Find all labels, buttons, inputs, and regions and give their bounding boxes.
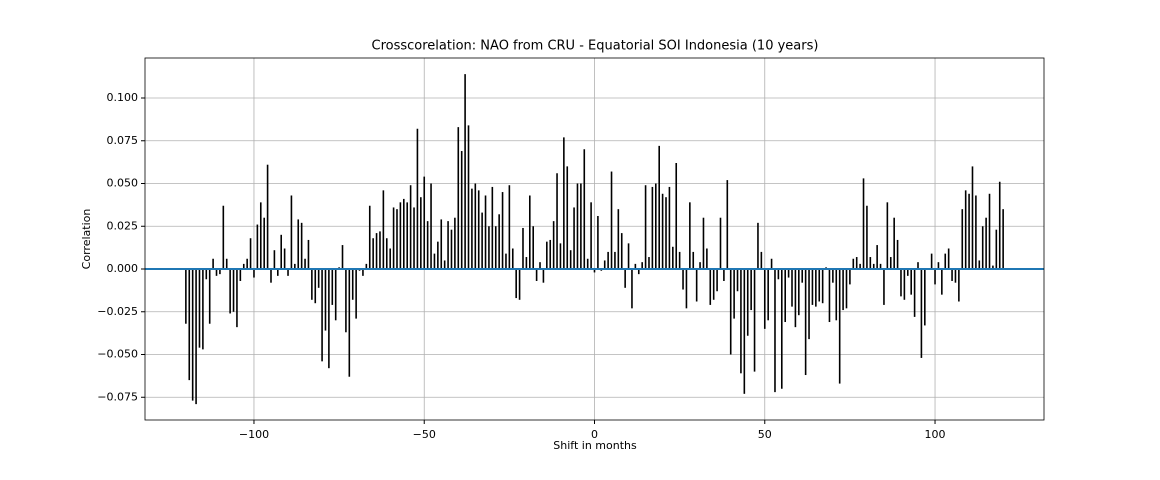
chart-title: Crosscorelation: NAO from CRU - Equatori…: [372, 39, 819, 54]
y-tick-label: 0.000: [107, 262, 139, 275]
y-tick-label: −0.075: [97, 390, 138, 403]
y-tick-label: 0.075: [107, 134, 139, 147]
x-tick-label: 100: [925, 428, 946, 441]
plot-frame: [144, 57, 1045, 421]
y-tick-label: −0.025: [97, 305, 138, 318]
x-tick-label: −100: [239, 428, 269, 441]
y-tick-label: 0.050: [107, 177, 139, 190]
y-axis-label: Correlation: [80, 209, 93, 270]
y-tick-label: −0.050: [97, 348, 138, 361]
x-tick-label: 50: [758, 428, 772, 441]
y-tick-label: 0.100: [107, 91, 139, 104]
x-axis-label: Shift in months: [553, 439, 637, 452]
x-tick-label: 0: [591, 428, 598, 441]
y-tick-label: 0.025: [107, 219, 139, 232]
x-tick-label: −50: [413, 428, 436, 441]
